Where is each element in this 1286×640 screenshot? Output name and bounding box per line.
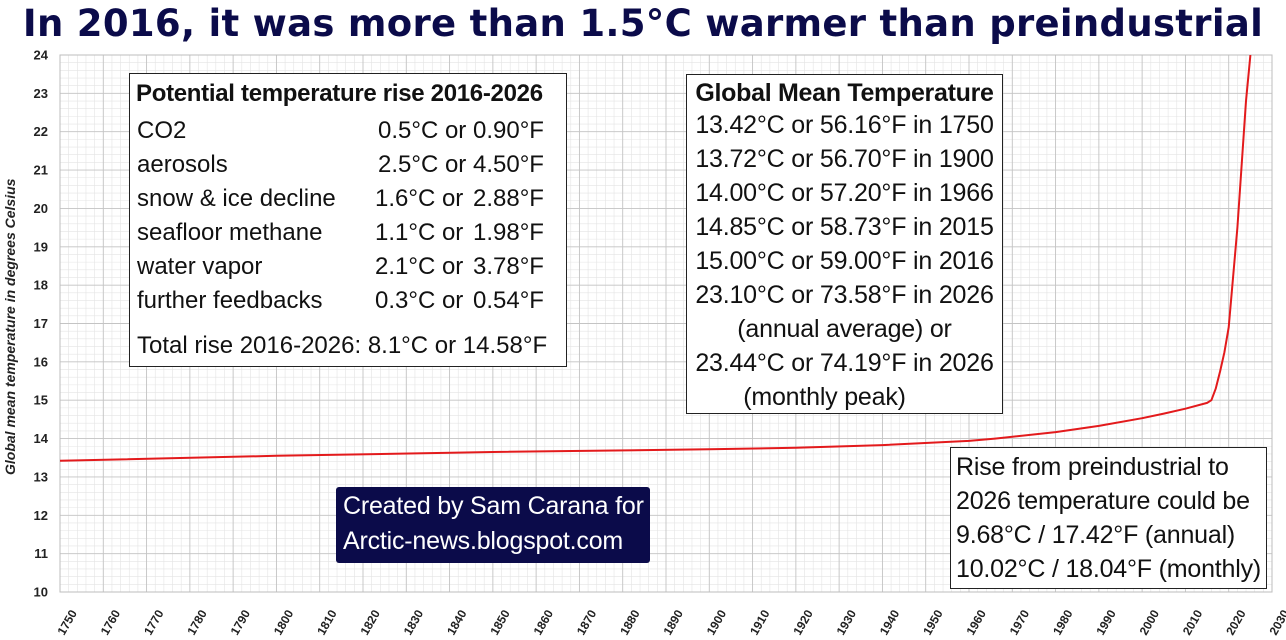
rise-box-heading: Potential temperature rise 2016-2026 [136,80,543,107]
x-tick-label: 1970 [1007,607,1033,637]
x-tick-label: 1930 [834,607,860,637]
x-tick-label: 1880 [617,607,643,637]
rise-row-celsius: 1.1°C or [375,219,464,246]
note-line: Rise from preindustrial to [956,453,1229,481]
x-tick-label: 1810 [314,607,340,637]
gmt-line: (annual average) or [737,315,952,343]
y-tick-label: 19 [34,239,48,254]
global-mean-temperature-box: Global Mean Temperature 13.42°C or 56.16… [686,74,1003,414]
x-tick-label: 1830 [401,607,427,637]
credit-box: Created by Sam Carana for Arctic-news.bl… [336,487,650,563]
y-tick-label: 12 [34,508,48,523]
gmt-box-heading: Global Mean Temperature [695,79,994,107]
rise-row-fahrenheit: 0.90°F [473,117,544,144]
x-tick-label: 1820 [357,607,383,637]
gmt-line: 14.00°C or 57.20°F in 1966 [695,179,994,207]
gmt-line: 13.72°C or 56.70°F in 1900 [695,145,994,173]
x-tick-label: 2000 [1137,607,1163,637]
x-tick-label: 1960 [963,607,989,637]
rise-row-label: CO2 [137,117,187,144]
y-tick-label: 13 [34,469,48,484]
gmt-line: 23.44°C or 74.19°F in 2026 [695,349,994,377]
temperature-rise-box: Potential temperature rise 2016-2026 CO2… [129,73,567,367]
preindustrial-rise-note-box: Rise from preindustrial to 2026 temperat… [950,447,1267,589]
x-tick-label: 1950 [920,607,946,637]
y-tick-label: 20 [34,201,48,216]
y-tick-label: 21 [34,163,48,178]
x-tick-label: 1900 [704,607,730,637]
rise-row-fahrenheit: 3.78°F [473,253,544,280]
x-tick-label: 2030 [1266,607,1286,637]
rise-row-label: aerosols [137,151,228,178]
y-tick-label: 15 [34,393,48,408]
y-tick-label: 11 [34,546,48,561]
x-tick-label: 1860 [531,607,557,637]
x-tick-label: 1990 [1093,607,1119,637]
x-tick-label: 1890 [660,607,686,637]
y-tick-label: 17 [34,316,48,331]
y-tick-label: 14 [34,431,49,446]
rise-row-celsius: 2.5°C or [378,151,467,178]
x-tick-label: 1750 [54,607,80,637]
y-tick-label: 10 [34,585,48,600]
chart-title: In 2016, it was more than 1.5°C warmer t… [22,2,1264,45]
rise-row-label: snow & ice decline [137,185,336,212]
y-tick-label: 23 [34,86,48,101]
rise-row-celsius: 2.1°C or [375,253,464,280]
gmt-line: 23.10°C or 73.58°F in 2026 [695,281,994,309]
gmt-line: 13.42°C or 56.16°F in 1750 [695,111,994,139]
rise-row-celsius: 0.3°C or [375,287,464,314]
rise-row-fahrenheit: 4.50°F [473,151,544,178]
x-tick-label: 1760 [98,607,124,637]
x-tick-label: 1920 [790,607,816,637]
series-layer [60,55,1252,462]
x-tick-label: 1940 [877,607,903,637]
rise-row-label: water vapor [137,253,263,280]
note-line: 2026 temperature could be [956,487,1250,515]
y-tick-label: 22 [34,124,48,139]
x-tick-label: 1870 [574,607,600,637]
x-tick-label: 1770 [141,607,167,637]
x-tick-label: 1840 [444,607,470,637]
note-line: 10.02°C / 18.04°F (monthly) [956,555,1262,583]
rise-row-celsius: 1.6°C or [375,185,464,212]
x-tick-label: 2010 [1180,607,1206,637]
y-axis-ticks: 10 11 12 13 14 15 16 17 18 19 20 21 22 23 24 [34,48,49,600]
credit-line-2: Arctic-news.blogspot.com [343,527,624,555]
gmt-line: 14.85°C or 58.73°F in 2015 [695,213,994,241]
gmt-line: (monthly peak) [743,383,906,411]
temperature-series-line [60,55,1252,462]
x-tick-label: 1780 [184,607,210,637]
note-line: 9.68°C / 17.42°F (annual) [956,521,1236,549]
plot-frame [59,54,1273,593]
rise-row-fahrenheit: 0.54°F [473,287,544,314]
rise-row-fahrenheit: 1.98°F [473,219,544,246]
x-tick-label: 1910 [747,607,773,637]
rise-row-celsius: 0.5°C or [378,117,467,144]
y-tick-label: 16 [34,354,48,369]
x-tick-label: 1850 [487,607,513,637]
rise-row-fahrenheit: 2.88°F [473,185,544,212]
x-axis-ticks: 1750 1760 1770 1780 1790 1800 1810 1820 1830 1840… [54,607,1286,637]
credit-line-1: Created by Sam Carana for [343,492,644,520]
x-tick-label: 1980 [1050,607,1076,637]
x-tick-label: 1790 [228,607,254,637]
gmt-line: 15.00°C or 59.00°F in 2016 [695,247,994,275]
x-tick-label: 2020 [1223,607,1249,637]
rise-total: Total rise 2016-2026: 8.1°C or 14.58°F [137,332,548,359]
x-tick-label: 1800 [271,607,297,637]
y-tick-label: 24 [34,48,49,63]
rise-row-label: seafloor methane [137,219,323,246]
y-axis-label: Global mean temperature in degrees Celsi… [2,178,18,475]
y-tick-label: 18 [34,278,48,293]
rise-row-label: further feedbacks [137,287,323,314]
